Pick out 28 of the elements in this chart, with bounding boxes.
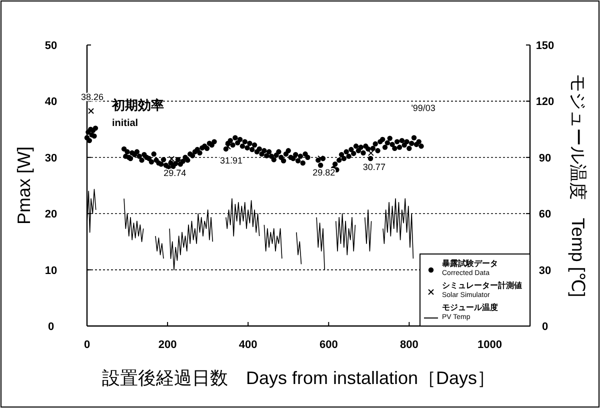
y-tick-label: 30 — [44, 152, 58, 164]
y-tick-label: 20 — [44, 208, 58, 221]
x-tick-label: 1000 — [477, 339, 502, 351]
x-tick-label: 200 — [158, 339, 177, 351]
x-tick-label: 0 — [84, 339, 90, 351]
x-tick-label: 600 — [319, 339, 338, 351]
x-tick-label: 400 — [238, 339, 258, 351]
y2-tick-label: 120 — [536, 96, 554, 108]
annotation: initial — [112, 118, 138, 129]
y-tick-label: 50 — [44, 40, 58, 52]
y2-tick-label: 90 — [538, 152, 552, 164]
y2-tick-label: 30 — [538, 264, 552, 277]
y-tick-label: 10 — [44, 264, 58, 277]
y-axis-title: Pmax [W] — [14, 146, 34, 225]
y-tick-label: 0 — [48, 321, 54, 333]
y2-tick-label: 0 — [542, 321, 548, 333]
annotation: '99/03 — [411, 102, 436, 113]
data-label: 30.77 — [362, 162, 386, 172]
y2-axis-title: モジュール温度 Temp [℃] — [568, 74, 588, 298]
annotation: 初期効率 — [110, 98, 164, 113]
data-label: 29.74 — [164, 168, 186, 178]
y2-tick-label: 150 — [536, 40, 554, 52]
x-axis-title: 設置後経過日数 Days from installation［Days］ — [102, 368, 496, 388]
data-label: 29.82 — [312, 167, 336, 178]
data-label: 31.91 — [220, 156, 242, 166]
y2-tick-label: 60 — [538, 208, 552, 221]
y-tick-label: 40 — [44, 96, 58, 108]
x-tick-label: 800 — [400, 339, 418, 351]
